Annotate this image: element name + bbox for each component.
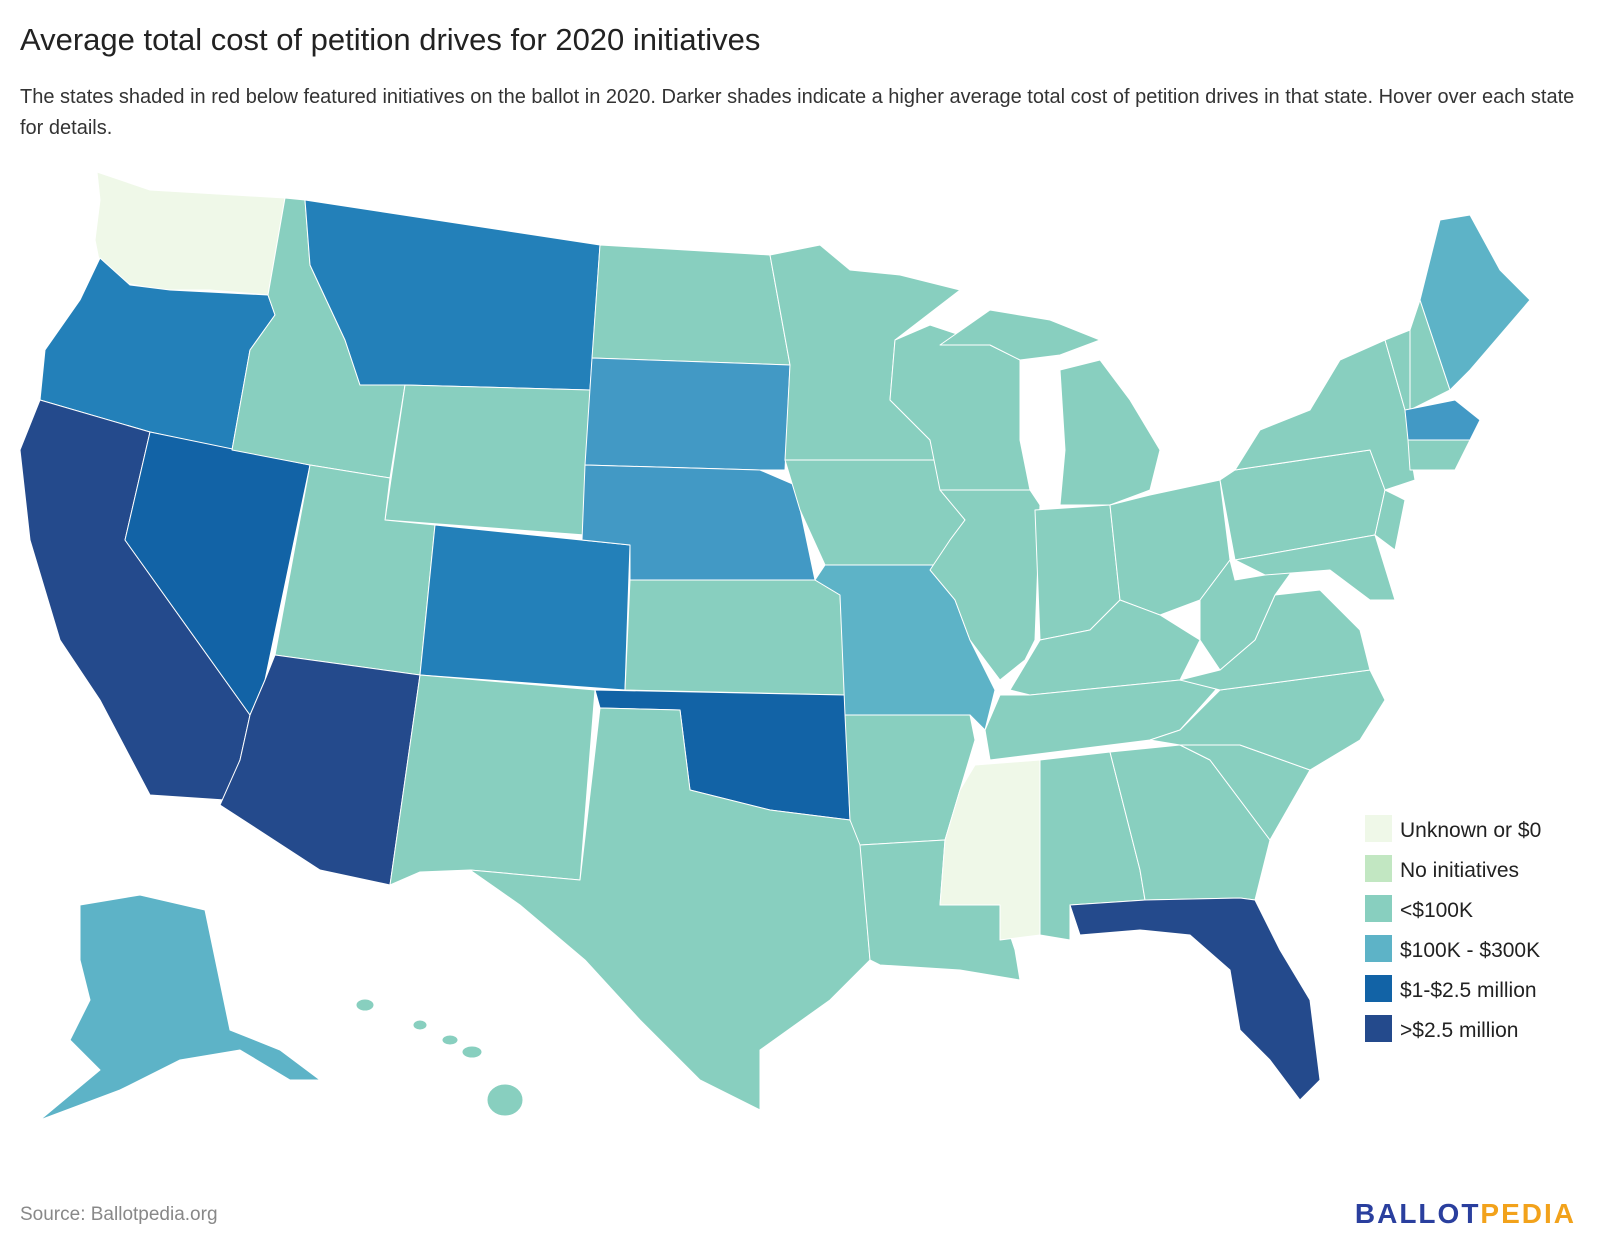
state-me[interactable]	[1419, 214, 1531, 391]
ballotpedia-logo[interactable]: BALLOTPEDIA	[1354, 1198, 1576, 1229]
legend-label: $100K - $300K	[1400, 939, 1541, 962]
state-nc[interactable]	[1149, 669, 1386, 771]
state-md[interactable]	[1234, 534, 1396, 601]
state-ak[interactable]	[39, 894, 321, 1121]
state-wv[interactable]	[1199, 559, 1301, 671]
legend-swatch	[1365, 855, 1392, 882]
legend-label: No initiatives	[1400, 859, 1520, 882]
legend-swatch	[1365, 975, 1392, 1002]
state-nj[interactable]	[1374, 489, 1406, 551]
state-wy[interactable]	[384, 384, 591, 536]
state-hi-island[interactable]	[441, 1034, 459, 1046]
state-tx[interactable]	[469, 707, 871, 1111]
legend-item-gt2.5m: >$2.5 million	[1365, 1015, 1565, 1047]
state-ks[interactable]	[624, 579, 846, 696]
legend-label: $1-$2.5 million	[1400, 979, 1537, 1002]
state-mi-upper[interactable]	[939, 309, 1101, 361]
chart-title: Average total cost of petition drives fo…	[20, 22, 761, 57]
source-note: Source: Ballotpedia.org	[20, 1204, 218, 1225]
state-hi-island[interactable]	[355, 998, 375, 1012]
state-hi-island[interactable]	[461, 1045, 483, 1059]
legend-item-lt100k: <$100K	[1365, 895, 1565, 927]
legend-item-none: No initiatives	[1365, 855, 1565, 887]
state-sd[interactable]	[584, 357, 791, 471]
state-ct-ri[interactable]	[1407, 439, 1471, 471]
state-wa[interactable]	[94, 171, 286, 296]
legend-item-1m-2.5m: $1-$2.5 million	[1365, 975, 1565, 1007]
state-il[interactable]	[929, 489, 1041, 681]
state-mi[interactable]	[1059, 359, 1161, 506]
state-hi-island[interactable]	[486, 1083, 524, 1117]
chart-subtitle: The states shaded in red below featured …	[20, 86, 1575, 139]
legend-item-unknown: Unknown or $0	[1365, 815, 1565, 847]
legend-label: >$2.5 million	[1400, 1019, 1519, 1042]
legend-label: Unknown or $0	[1400, 819, 1542, 842]
state-nm[interactable]	[389, 674, 596, 886]
state-ma[interactable]	[1404, 399, 1481, 441]
state-fl[interactable]	[1069, 897, 1321, 1101]
state-nd[interactable]	[591, 244, 791, 366]
legend-swatch	[1365, 815, 1392, 842]
legend-item-100k-300k: $100K - $300K	[1365, 935, 1565, 967]
state-mo[interactable]	[814, 564, 996, 731]
legend-label: <$100K	[1400, 899, 1473, 922]
state-hi-island[interactable]	[412, 1019, 428, 1031]
legend-swatch	[1365, 935, 1392, 962]
state-co[interactable]	[419, 524, 631, 691]
legend-swatch	[1365, 895, 1392, 922]
legend-swatch	[1365, 1015, 1392, 1042]
legend: Unknown or $0 No initiatives <$100K $100…	[1365, 815, 1565, 1055]
